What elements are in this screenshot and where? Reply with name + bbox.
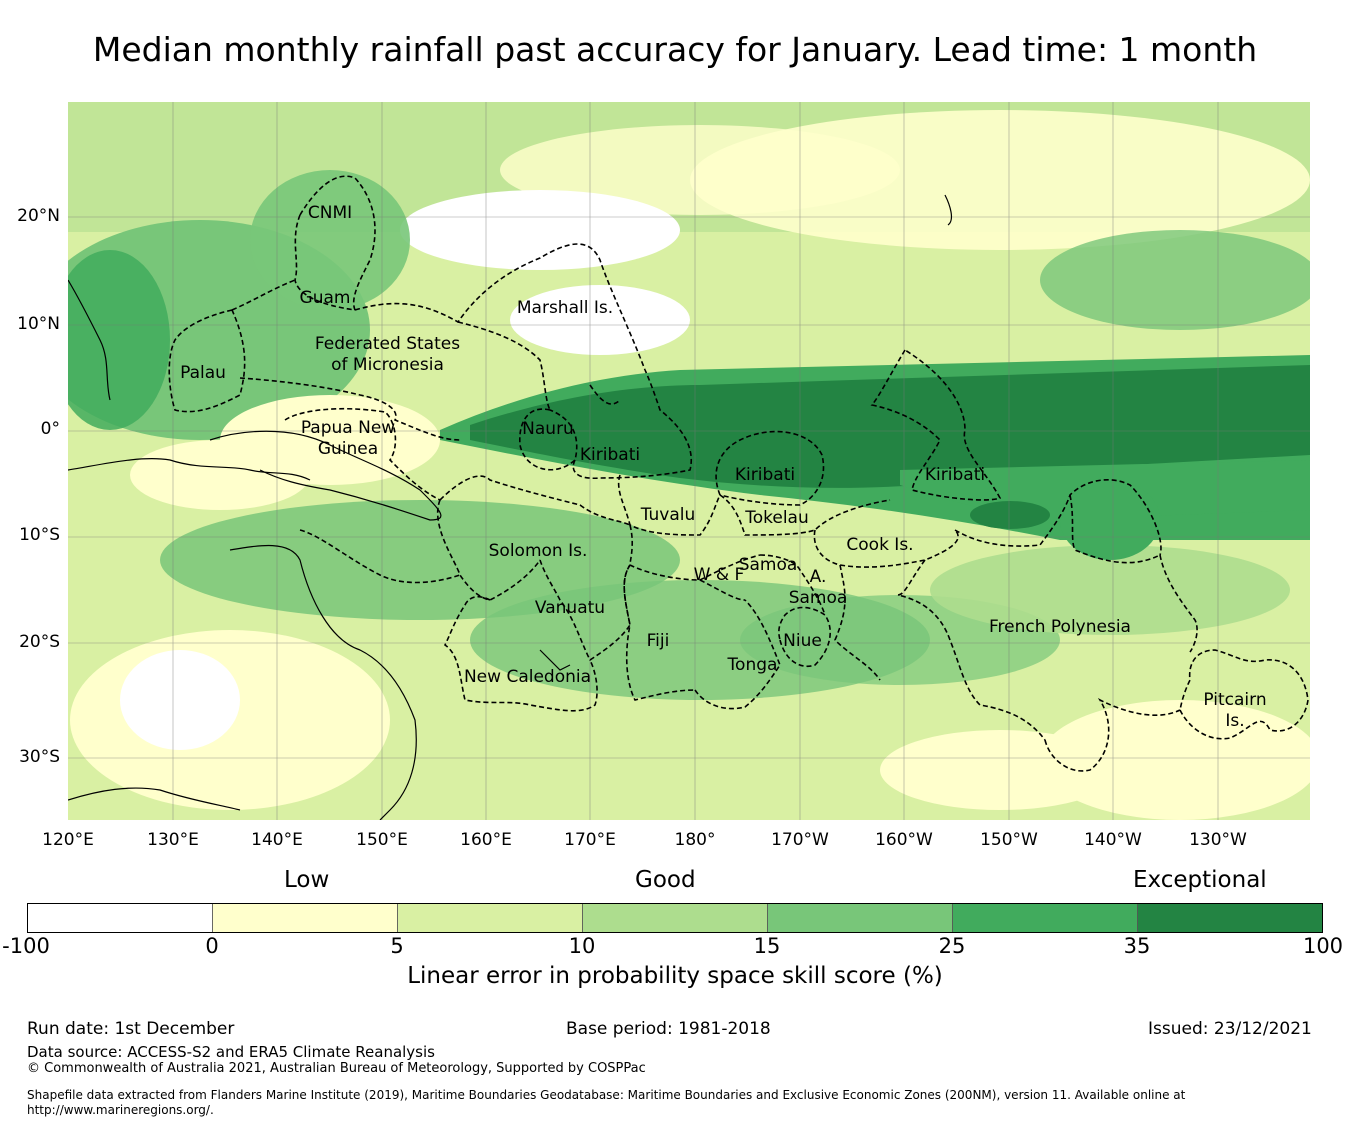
colorbar-tick: 5 [390, 934, 404, 958]
colorbar-category-exceptional: Exceptional [1133, 867, 1267, 893]
colorbar-tick: 0 [205, 934, 219, 958]
region-label-nauru: Nauru [522, 419, 574, 439]
region-label-palau: Palau [180, 363, 226, 383]
lon-label: 140°W [1084, 830, 1142, 850]
shapefile-credit-line1: Shapefile data extracted from Flanders M… [27, 1088, 1186, 1102]
region-label-niue: Niue [783, 631, 822, 651]
colorbar-cell [212, 903, 398, 933]
colorbar-cell [952, 903, 1138, 933]
colorbar [27, 903, 1323, 933]
rainfall-skill-map [68, 102, 1310, 820]
shapefile-credit-line2: http://www.marineregions.org/. [27, 1103, 214, 1117]
lon-label: 120°E [42, 830, 94, 850]
lat-label-0: 0° [40, 419, 60, 439]
region-label-samoa: Samoa [738, 555, 798, 575]
data-source: Data source: ACCESS-S2 and ERA5 Climate … [27, 1043, 435, 1061]
lat-label-20n: 20°N [17, 206, 60, 226]
lat-label-30s: 30°S [19, 747, 60, 767]
colorbar-cell [397, 903, 583, 933]
lat-label-10n: 10°N [17, 314, 60, 334]
lon-label: 130°E [147, 830, 199, 850]
region-label-new-caledonia: New Caledonia [463, 667, 592, 687]
region-label-kiribati-east: Kiribati [924, 465, 986, 485]
colorbar-tick: 15 [753, 934, 781, 958]
lon-label: 160°W [875, 830, 933, 850]
coastlines [68, 194, 953, 820]
colorbar-cell [582, 903, 768, 933]
base-period: Base period: 1981-2018 [566, 1019, 771, 1039]
region-label-marshall: Marshall Is. [516, 298, 614, 318]
region-label-vanuatu: Vanuatu [534, 598, 606, 618]
region-label-tokelau: Tokelau [745, 508, 809, 528]
colorbar-category-good: Good [635, 867, 696, 893]
eez-boundaries [168, 175, 1309, 772]
region-label-cook: Cook Is. [846, 535, 914, 555]
lon-label: 180° [674, 830, 716, 850]
lon-label: 150°W [980, 830, 1038, 850]
colorbar-tick: 35 [1123, 934, 1151, 958]
issued-date: Issued: 23/12/2021 [1148, 1019, 1312, 1039]
colorbar-label: Linear error in probability space skill … [407, 963, 943, 989]
lon-label: 170°W [771, 830, 829, 850]
region-label-cnmi: CNMI [307, 203, 353, 223]
region-label-wallis-futuna: W & F [693, 565, 745, 585]
run-date: Run date: 1st December [27, 1019, 235, 1039]
region-label-guam: Guam [299, 288, 351, 308]
colorbar-tick: 100 [1302, 934, 1344, 958]
colorbar-tick: -100 [2, 934, 50, 958]
region-label-tuvalu: Tuvalu [640, 505, 696, 525]
colorbar-category-low: Low [284, 867, 330, 893]
lon-label: 170°E [564, 830, 616, 850]
colorbar-tick: 10 [568, 934, 596, 958]
region-label-french-polynesia: French Polynesia [989, 617, 1131, 637]
lon-label: 160°E [460, 830, 512, 850]
region-label-fiji: Fiji [646, 631, 670, 651]
region-label-american-samoa: A. Samoa [788, 567, 848, 608]
graticule [68, 102, 1310, 820]
lon-label: 150°E [356, 830, 408, 850]
lat-label-20s: 20°S [19, 632, 60, 652]
copyright: © Commonwealth of Australia 2021, Austra… [27, 1061, 646, 1076]
lon-label: 130°W [1189, 830, 1247, 850]
map-title: Median monthly rainfall past accuracy fo… [92, 30, 1258, 69]
region-label-tonga: Tonga [727, 655, 778, 675]
region-label-pitcairn: Pitcairn Is. [1203, 690, 1267, 731]
region-label-fsm: Federated States of Micronesia [314, 334, 461, 375]
lat-label-10s: 10°S [19, 525, 60, 545]
region-label-png: Papua New Guinea [300, 418, 396, 459]
region-label-kiribati-west: Kiribati [579, 445, 641, 465]
colorbar-tick: 25 [938, 934, 966, 958]
colorbar-cell [1137, 903, 1323, 933]
region-label-kiribati-central: Kiribati [734, 465, 796, 485]
colorbar-cell [27, 903, 213, 933]
lon-label: 140°E [251, 830, 303, 850]
colorbar-cell [767, 903, 953, 933]
region-label-solomon: Solomon Is. [488, 541, 588, 561]
